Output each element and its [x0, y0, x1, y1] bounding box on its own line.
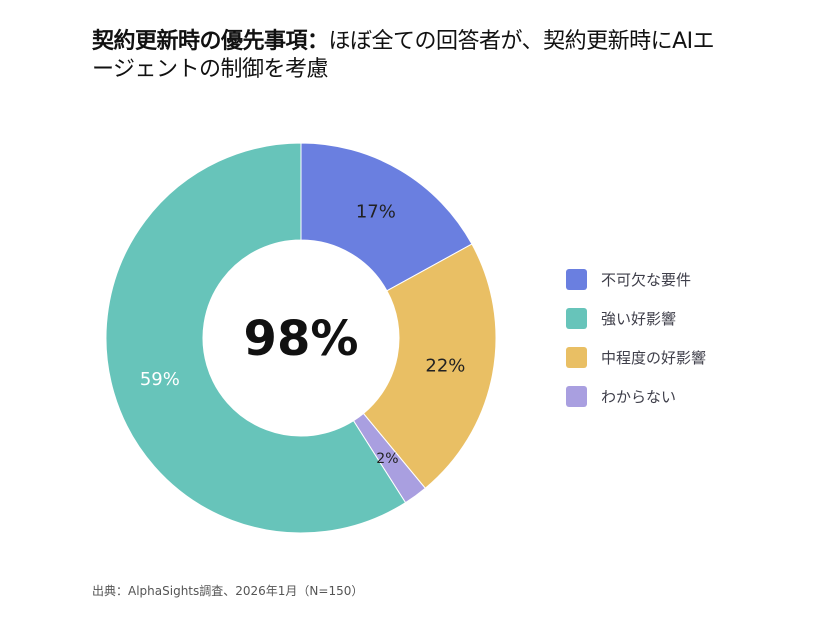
legend-item: 不可欠な要件 — [566, 266, 706, 292]
legend-swatch — [566, 307, 587, 329]
legend-label: 強い好影響 — [601, 309, 677, 328]
legend-item: 強い好影響 — [566, 305, 706, 331]
source-note: 出典：AlphaSights調査、2026年1月（N=150） — [92, 584, 364, 598]
legend: 不可欠な要件 強い好影響中程度の好影響 わからない — [566, 266, 706, 422]
legend-swatch — [566, 346, 587, 368]
data-label: 17% — [356, 201, 396, 222]
data-label: 59% — [140, 369, 180, 390]
legend-label: わからない — [601, 387, 677, 406]
data-label: 22% — [425, 356, 465, 377]
title-rest: ほぼ全ての回答者が、契約更新時にAIエージェントの制御を考慮 — [92, 29, 715, 82]
legend-label: 不可欠な要件 — [601, 270, 692, 289]
slice-3 — [362, 243, 497, 489]
legend-label: 中程度の好影響 — [601, 348, 707, 367]
chart-title: 契約更新時の優先事項：ほぼ全ての回答者が、契約更新時にAIエージェントの制御を考… — [92, 28, 732, 84]
legend-swatch — [566, 385, 587, 407]
data-label: 2% — [376, 451, 398, 467]
title-bold: 契約更新時の優先事項： — [92, 29, 329, 54]
slice-1 — [300, 142, 473, 292]
legend-swatch — [566, 268, 587, 290]
center-label: 98% — [244, 311, 359, 367]
legend-item: わからない — [566, 383, 706, 409]
legend-item: 中程度の好影響 — [566, 344, 706, 370]
slice-2 — [105, 142, 407, 534]
